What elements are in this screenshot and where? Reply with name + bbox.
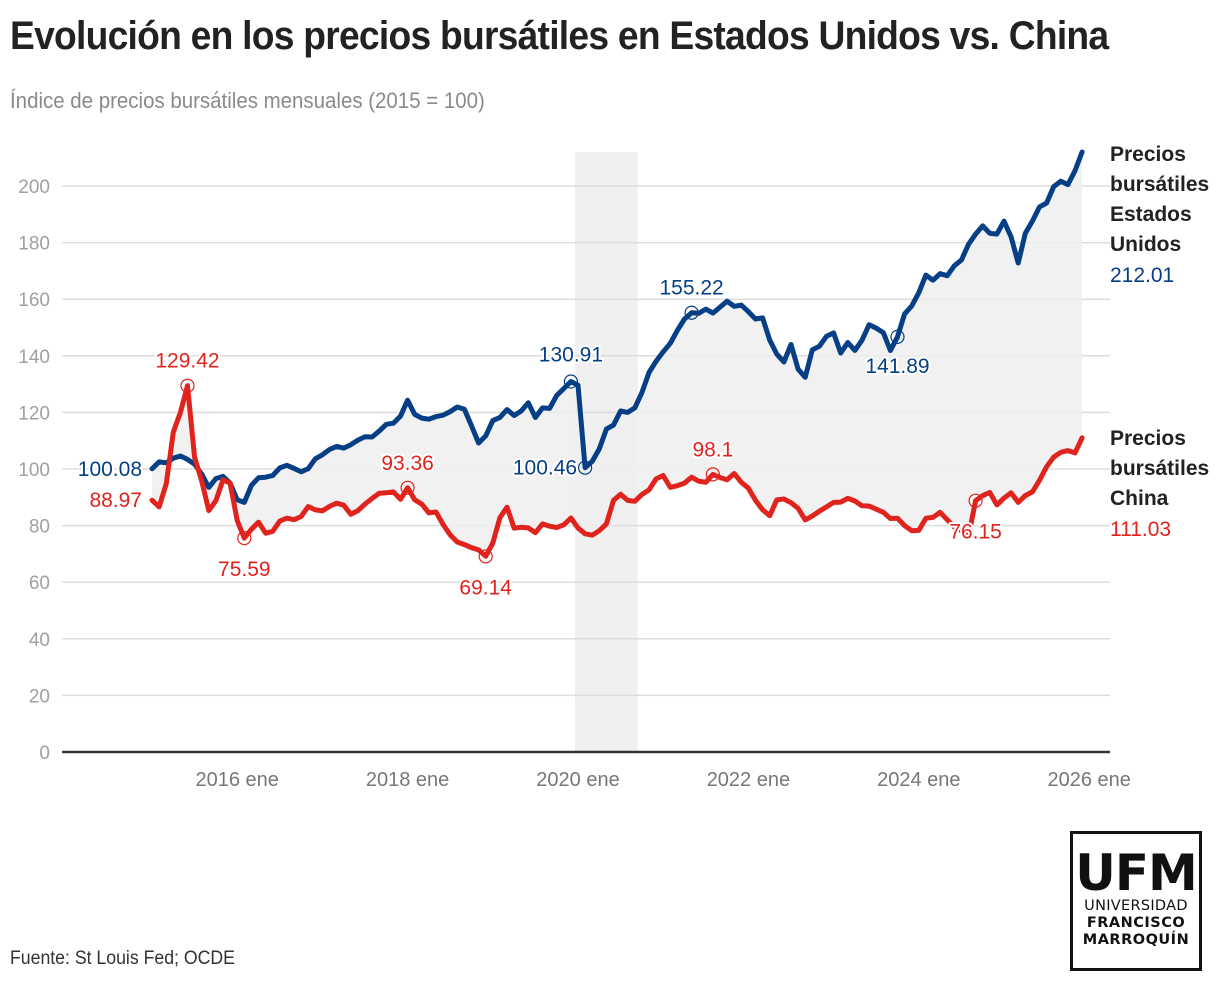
annotation-marker xyxy=(563,374,579,389)
annotation-label: 98.1 xyxy=(692,438,733,461)
gap-area xyxy=(152,152,1083,557)
x-tick-label: 2026 ene xyxy=(1047,769,1130,791)
annotation-label: 100.08 xyxy=(78,458,142,481)
annotation-label: 88.97 xyxy=(89,489,142,512)
annotation-marker xyxy=(684,305,699,320)
series-lines xyxy=(149,149,1085,559)
gap-area-group xyxy=(152,152,1083,557)
annotation-label: 93.36 xyxy=(381,452,434,475)
y-tick-label: 80 xyxy=(29,517,50,538)
logo-mark: UFM xyxy=(1075,844,1198,902)
annotation-label: 75.59 xyxy=(218,558,271,581)
annotation-marker xyxy=(705,467,721,482)
x-tick-label: 2022 ene xyxy=(707,769,790,791)
y-tick-label: 200 xyxy=(18,177,50,198)
x-tick-label: 2018 ene xyxy=(366,769,449,791)
y-tick-label: 20 xyxy=(29,686,50,707)
y-tick-labels: 0 20 40 60 80 100 120 140 160 180 200 xyxy=(18,177,50,764)
y-tick-label: 40 xyxy=(29,630,50,651)
y-tick-label: 0 xyxy=(39,743,50,764)
annotation-marker xyxy=(968,493,983,508)
annotation-label: 129.42 xyxy=(155,350,219,373)
us-price-line xyxy=(149,149,1085,505)
china-price-line xyxy=(149,383,1085,559)
legend-last-value: 111.03 xyxy=(1110,518,1171,541)
logo-line-3: MARROQUÍN xyxy=(1082,932,1190,948)
y-tick-label: 180 xyxy=(18,234,50,255)
annotation-marker xyxy=(478,549,493,564)
annotation-marker xyxy=(890,329,905,344)
annotations: 100.08 130.91 100.46 155.22 141.89 88.97 129.4… xyxy=(76,275,1004,602)
annotation-marker xyxy=(400,480,415,495)
legend-series-name: China xyxy=(1110,487,1169,510)
logo-line-2: FRANCISCO xyxy=(1086,915,1186,931)
legend-series-name: bursátiles xyxy=(1110,457,1209,480)
annotation-label: 69.14 xyxy=(459,576,512,599)
legend-series-name: Precios xyxy=(1110,427,1186,450)
chart-title: Evolución en los precios bursátiles en E… xyxy=(10,14,1109,58)
legend-series-name: Precios xyxy=(1110,143,1186,166)
legend-series-name: Estados xyxy=(1110,203,1192,226)
annotation-marker xyxy=(237,530,252,546)
chart-subtitle: Índice de precios bursátiles mensuales (… xyxy=(10,88,485,113)
y-tick-label: 160 xyxy=(18,290,50,311)
annotation-label: 130.91 xyxy=(539,344,603,367)
x-tick-labels: 2016 ene 2018 ene 2020 ene 2022 ene 2024 ene… xyxy=(195,769,1130,791)
logo-line-1: UNIVERSIDAD xyxy=(1084,898,1188,914)
legend-series-name: bursátiles xyxy=(1110,173,1209,196)
legend: Precios bursátiles Estados Unidos 212.01 Prec… xyxy=(1110,143,1209,541)
y-tick-label: 140 xyxy=(18,347,50,368)
annotation-marker xyxy=(577,460,593,475)
y-tick-label: 60 xyxy=(29,573,50,594)
annotation-label: 155.22 xyxy=(659,277,723,300)
legend-last-value: 212.01 xyxy=(1110,264,1174,287)
source-note: Fuente: St Louis Fed; OCDE xyxy=(10,948,235,969)
ufm-logo: UFM UNIVERSIDAD FRANCISCO MARROQUÍN xyxy=(1070,831,1202,971)
annotation-label: 100.46 xyxy=(513,457,577,480)
annotation-label: 141.89 xyxy=(865,355,929,378)
annotation-marker xyxy=(180,378,195,393)
x-tick-label: 2024 ene xyxy=(877,769,960,791)
legend-series-name: Unidos xyxy=(1110,233,1181,256)
y-tick-label: 100 xyxy=(18,460,50,481)
x-tick-label: 2020 ene xyxy=(536,769,619,791)
y-tick-label: 120 xyxy=(18,403,50,424)
annotation-label: 76.15 xyxy=(949,521,1002,544)
x-tick-label: 2016 ene xyxy=(195,769,278,791)
